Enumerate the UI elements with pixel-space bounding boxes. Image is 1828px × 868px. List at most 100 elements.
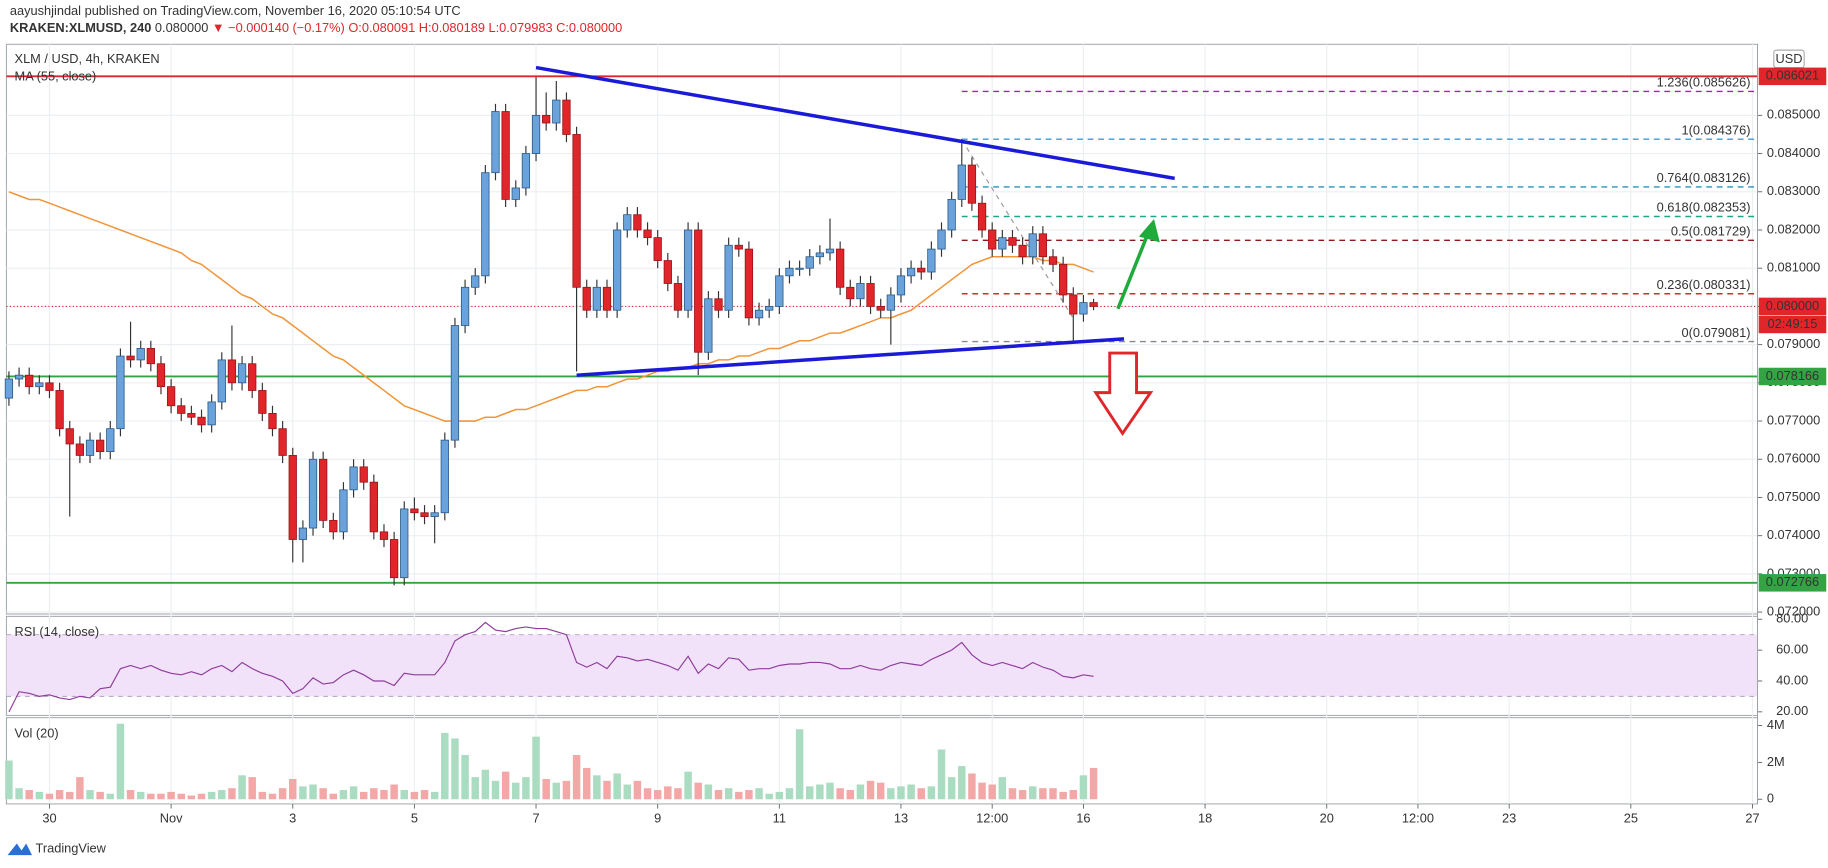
candle-body xyxy=(927,248,936,273)
volume-bar xyxy=(532,736,540,800)
candle-body xyxy=(754,309,764,319)
volume-bar xyxy=(309,784,317,800)
logo-icon xyxy=(7,843,33,856)
x-tick-label: 3 xyxy=(289,810,296,825)
y-tick-label: 0.074000 xyxy=(1767,527,1820,542)
volume-bar xyxy=(907,784,915,800)
volume-bar xyxy=(1029,786,1037,800)
candle-body xyxy=(1028,233,1037,258)
rsi-tick-label: 60.00 xyxy=(1776,642,1808,657)
volume-bar xyxy=(106,793,115,800)
candle-body xyxy=(207,401,216,426)
level-label: 0.086021 xyxy=(1766,68,1819,83)
candle-body xyxy=(602,286,612,311)
ohlc: O:0.080091 H:0.080189 L:0.079983 C:0.080… xyxy=(348,21,622,36)
rsi-tick-label: 40.00 xyxy=(1776,672,1808,687)
volume-bar xyxy=(826,782,834,800)
rsi-band xyxy=(6,634,1758,697)
fib-label: 1(0.084376) xyxy=(1682,122,1751,137)
volume-bar xyxy=(998,777,1007,800)
volume-bar xyxy=(765,793,773,800)
candle-body xyxy=(643,229,652,239)
candle-body xyxy=(612,229,622,311)
candle-body xyxy=(836,248,845,288)
fib-label: 0.764(0.083126) xyxy=(1657,170,1751,185)
candle-body xyxy=(785,267,794,277)
candle-body xyxy=(592,286,601,311)
candle-body xyxy=(369,481,378,533)
level-label-box xyxy=(1758,367,1827,386)
candle-body xyxy=(278,428,287,456)
volume-bar xyxy=(96,791,104,800)
y-tick-label: 0.081000 xyxy=(1767,260,1820,275)
candle-body xyxy=(227,359,237,384)
candle-body xyxy=(1008,237,1017,246)
rsi-line xyxy=(8,621,1094,713)
volume-bar xyxy=(582,767,591,800)
volume-bar xyxy=(593,775,601,800)
candle-body xyxy=(65,428,74,445)
x-tick-label: 13 xyxy=(894,810,908,825)
up-arrow-shaft xyxy=(1116,232,1150,310)
candle-body xyxy=(481,172,490,277)
volume-bar xyxy=(116,723,125,800)
volume-bar xyxy=(86,790,94,800)
candle-body xyxy=(308,458,318,529)
volume-bar xyxy=(775,791,784,800)
candle-body xyxy=(379,531,389,540)
candle-body xyxy=(572,134,581,288)
candle-body xyxy=(521,153,531,189)
candle-body xyxy=(582,286,591,311)
candle-body xyxy=(653,237,662,261)
volume-bar xyxy=(238,775,246,800)
volume-bar xyxy=(339,790,348,800)
candle-body xyxy=(977,202,987,231)
candle-body xyxy=(298,527,308,540)
x-tick-label: 12:00 xyxy=(1402,810,1434,825)
volume-bar xyxy=(694,782,702,800)
volume-bar xyxy=(430,791,439,800)
candle-body xyxy=(501,111,510,200)
volume-bar xyxy=(876,782,885,800)
volume-bar xyxy=(947,777,956,800)
volume-bar xyxy=(197,793,206,800)
candle-body xyxy=(511,187,520,200)
volume-bar xyxy=(319,788,327,800)
volume-bar xyxy=(136,791,145,800)
level-label: 0.078166 xyxy=(1766,368,1819,383)
vol-tick-label: 2M xyxy=(1767,754,1785,769)
candle-body xyxy=(805,256,814,269)
volume-bar xyxy=(512,782,520,800)
candle-body xyxy=(734,244,743,250)
candle-body xyxy=(531,114,541,154)
candle-body xyxy=(714,298,723,311)
level-label-box xyxy=(1758,67,1827,86)
volume-bar xyxy=(603,780,611,800)
volume-bar xyxy=(735,791,743,800)
last: 0.080000 xyxy=(155,21,208,36)
volume-bar xyxy=(278,788,287,800)
volume-bar xyxy=(988,784,996,800)
candle-body xyxy=(998,237,1007,250)
candle-body xyxy=(673,283,683,311)
y-tick-label: 0.084000 xyxy=(1767,145,1820,160)
candle-body xyxy=(45,382,54,391)
countdown: 02:49:15 xyxy=(1768,316,1818,331)
candle-body xyxy=(896,275,906,296)
candle-body xyxy=(846,286,855,300)
currency: USD xyxy=(1775,51,1802,66)
volume-bar xyxy=(66,791,74,800)
y-tick-label: 0.072000 xyxy=(1767,603,1820,618)
volume-bar xyxy=(643,788,652,800)
volume-bar xyxy=(299,786,307,800)
candle-body xyxy=(460,286,470,326)
fib-diagonal xyxy=(961,139,1073,318)
x-tick-label: 7 xyxy=(532,810,539,825)
x-tick-label: 16 xyxy=(1076,810,1090,825)
fib-label: 0(0.079081) xyxy=(1682,325,1751,340)
volume-bar xyxy=(491,780,500,800)
candle-body xyxy=(633,214,642,231)
candle-body xyxy=(339,489,348,533)
candle-body xyxy=(389,539,399,579)
